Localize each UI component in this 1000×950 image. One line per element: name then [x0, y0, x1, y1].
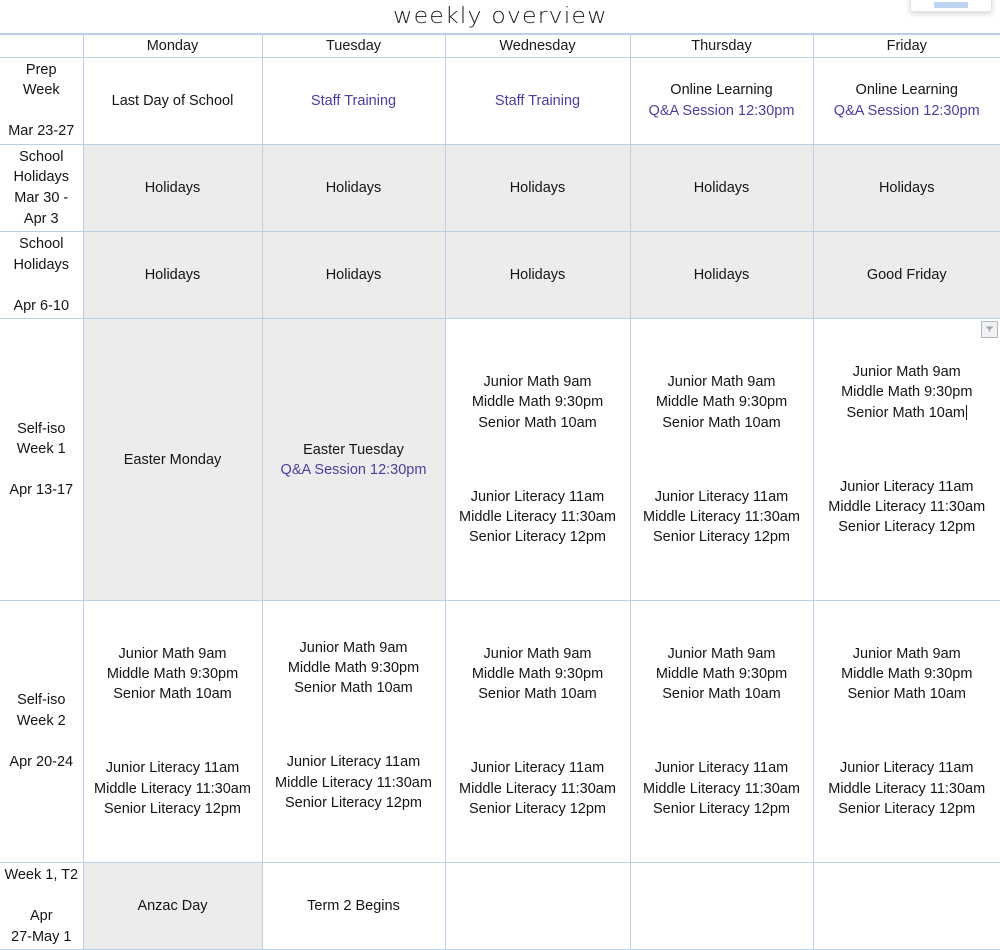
schedule-math: Junior Math 9am Middle Math 9:30pm Senio…: [471, 645, 604, 703]
column-header-wednesday[interactable]: Wednesday: [445, 35, 631, 58]
cell-main-text: Online Learning: [670, 82, 773, 99]
cell-holidays2-monday[interactable]: Holidays: [83, 231, 263, 320]
cell-iso1-monday[interactable]: Easter Monday: [83, 318, 263, 602]
cell-accent-text: Q&A Session 12:30pm: [833, 102, 980, 119]
schedule-math-text: Junior Math 9am Middle Math 9:30pm Senio…: [841, 364, 973, 421]
cell-accent-text: Staff Training: [494, 92, 581, 109]
cell-t2-friday[interactable]: [813, 862, 1000, 950]
table-row: School Holidays Mar 30 - Apr 3 Holidays …: [0, 144, 1000, 233]
cell-main-text: Term 2 Begins: [307, 897, 400, 914]
toolbar-color-swatch[interactable]: [934, 2, 968, 8]
cell-iso1-thursday[interactable]: Junior Math 9am Middle Math 9:30pm Senio…: [630, 318, 814, 602]
schedule-math: Junior Math 9am Middle Math 9:30pm Senio…: [841, 645, 973, 703]
cell-holidays2-tuesday[interactable]: Holidays: [262, 231, 446, 320]
cell-iso2-friday[interactable]: Junior Math 9am Middle Math 9:30pm Senio…: [813, 600, 1000, 863]
cell-t2-thursday[interactable]: [630, 862, 814, 950]
row-label-prep-week[interactable]: Prep Week Mar 23-27: [0, 57, 84, 145]
cell-main-text: Holidays: [509, 267, 566, 284]
schedule-literacy: Junior Literacy 11am Middle Literacy 11:…: [643, 488, 800, 546]
cell-main-text: Holidays: [144, 179, 201, 196]
table-row: Self-iso Week 1 Apr 13-17 Easter Monday …: [0, 318, 1000, 602]
cell-iso1-wednesday[interactable]: Junior Math 9am Middle Math 9:30pm Senio…: [445, 318, 631, 602]
schedule-math: Junior Math 9am Middle Math 9:30pm Senio…: [106, 645, 239, 703]
cell-main-text: Holidays: [693, 179, 750, 196]
cell-main-text: Holidays: [878, 179, 935, 196]
cell-holidays2-wednesday[interactable]: Holidays: [445, 231, 631, 320]
row-label-school-holidays-2[interactable]: School Holidays Apr 6-10: [0, 231, 84, 320]
cell-holidays1-thursday[interactable]: Holidays: [630, 144, 814, 233]
cell-main-text: Holidays: [693, 267, 750, 284]
cell-holidays2-thursday[interactable]: Holidays: [630, 231, 814, 320]
schedule-literacy: Junior Literacy 11am Middle Literacy 11:…: [828, 760, 986, 817]
cell-main-text: Holidays: [325, 179, 382, 196]
weekly-overview-table: Monday Tuesday Wednesday Thursday Friday…: [0, 35, 1000, 950]
cell-iso2-thursday[interactable]: Junior Math 9am Middle Math 9:30pm Senio…: [630, 600, 814, 863]
cell-holidays1-wednesday[interactable]: Holidays: [445, 144, 631, 233]
schedule-literacy: Junior Literacy 11am Middle Literacy 11:…: [94, 760, 251, 817]
text-cursor: [965, 404, 967, 420]
cell-iso1-tuesday[interactable]: Easter Tuesday Q&A Session 12:30pm: [262, 318, 446, 602]
page-title: weekly overview: [392, 4, 608, 29]
schedule-math: Junior Math 9am Middle Math 9:30pm Senio…: [655, 645, 788, 703]
row-label-school-holidays-1[interactable]: School Holidays Mar 30 - Apr 3: [0, 144, 84, 233]
cell-main-text: Holidays: [144, 267, 201, 284]
cell-main-text: Online Learning: [855, 82, 958, 99]
column-header-tuesday[interactable]: Tuesday: [262, 35, 446, 58]
filter-dropdown-icon[interactable]: [981, 321, 998, 339]
cell-holidays1-monday[interactable]: Holidays: [83, 144, 263, 233]
cell-main-text: Holidays: [325, 267, 382, 284]
table-header-row: Monday Tuesday Wednesday Thursday Friday: [0, 35, 1000, 58]
table-row: Self-iso Week 2 Apr 20-24 Junior Math 9a…: [0, 600, 1000, 863]
cell-prep-wednesday[interactable]: Staff Training: [445, 57, 631, 145]
schedule-literacy: Junior Literacy 11am Middle Literacy 11:…: [275, 754, 432, 811]
cell-main-text: Good Friday: [866, 267, 947, 284]
row-label-self-iso-week-2[interactable]: Self-iso Week 2 Apr 20-24: [0, 600, 84, 863]
schedule-literacy: Junior Literacy 11am Middle Literacy 11:…: [643, 760, 800, 817]
cell-t2-monday[interactable]: Anzac Day: [83, 862, 263, 950]
cell-holidays1-tuesday[interactable]: Holidays: [262, 144, 446, 233]
schedule-math: Junior Math 9am Middle Math 9:30pm Senio…: [287, 639, 420, 697]
column-header-monday[interactable]: Monday: [83, 35, 263, 58]
cell-prep-thursday[interactable]: Online Learning Q&A Session 12:30pm: [630, 57, 814, 145]
calendar-sheet: Monday Tuesday Wednesday Thursday Friday…: [0, 35, 1000, 950]
cell-main-text: Easter Tuesday: [303, 441, 404, 458]
cell-iso2-tuesday[interactable]: Junior Math 9am Middle Math 9:30pm Senio…: [262, 600, 446, 863]
schedule-literacy: Junior Literacy 11am Middle Literacy 11:…: [828, 478, 986, 536]
cell-iso2-monday[interactable]: Junior Math 9am Middle Math 9:30pm Senio…: [83, 600, 263, 863]
cell-holidays1-friday[interactable]: Holidays: [813, 144, 1000, 233]
schedule-literacy: Junior Literacy 11am Middle Literacy 11:…: [459, 488, 616, 546]
cell-iso2-wednesday[interactable]: Junior Math 9am Middle Math 9:30pm Senio…: [445, 600, 631, 863]
row-label-self-iso-week-1[interactable]: Self-iso Week 1 Apr 13-17: [0, 318, 84, 602]
sheet-title-band: weekly overview: [0, 0, 1000, 35]
table-row: School Holidays Apr 6-10 Holidays Holida…: [0, 231, 1000, 320]
column-header-friday[interactable]: Friday: [813, 35, 1000, 58]
schedule-math: Junior Math 9am Middle Math 9:30pm Senio…: [471, 374, 604, 431]
cell-holidays2-friday[interactable]: Good Friday: [813, 231, 1000, 320]
cell-prep-friday[interactable]: Online Learning Q&A Session 12:30pm: [813, 57, 1000, 145]
cell-main-text: Holidays: [509, 179, 566, 196]
row-label-week-1-t2[interactable]: Week 1, T2 Apr 27-May 1: [0, 862, 84, 950]
schedule-math: Junior Math 9am Middle Math 9:30pm Senio…: [655, 374, 788, 431]
cell-prep-monday[interactable]: Last Day of School: [83, 57, 263, 145]
cell-prep-tuesday[interactable]: Staff Training: [262, 57, 446, 145]
cell-accent-text: Q&A Session 12:30pm: [648, 102, 795, 119]
cell-iso1-friday[interactable]: Junior Math 9am Middle Math 9:30pm Senio…: [813, 318, 1000, 602]
cell-main-text: Anzac Day: [137, 897, 208, 914]
schedule-math: Junior Math 9am Middle Math 9:30pm Senio…: [817, 362, 998, 423]
table-row: Week 1, T2 Apr 27-May 1 Anzac Day Term 2…: [0, 862, 1000, 950]
cell-t2-tuesday[interactable]: Term 2 Begins: [262, 862, 446, 950]
cell-t2-wednesday[interactable]: [445, 862, 631, 950]
cell-accent-text: Staff Training: [310, 92, 397, 109]
schedule-literacy: Junior Literacy 11am Middle Literacy 11:…: [459, 760, 616, 817]
column-header-thursday[interactable]: Thursday: [630, 35, 814, 58]
header-corner-cell: [0, 35, 84, 58]
table-row: Prep Week Mar 23-27 Last Day of School S…: [0, 57, 1000, 145]
cell-accent-text: Q&A Session 12:30pm: [280, 461, 427, 478]
floating-toolbar[interactable]: ↺ ↻ ■: [910, 0, 992, 12]
cell-main-text: Last Day of School: [111, 92, 234, 109]
cell-main-text: Easter Monday: [123, 451, 222, 468]
